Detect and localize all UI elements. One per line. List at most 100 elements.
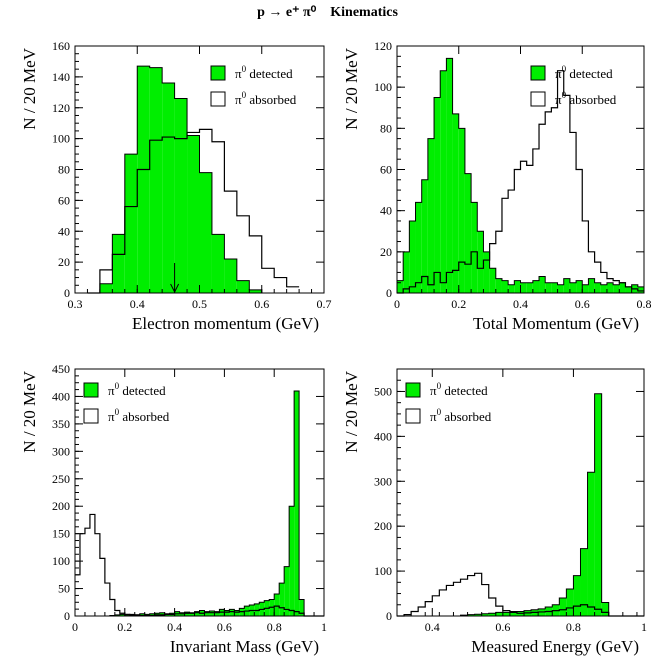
histogram-bar — [114, 614, 120, 616]
histogram-bar — [124, 154, 138, 293]
x-tick-label: 1 — [321, 620, 327, 634]
arrow-head — [170, 283, 180, 294]
histogram-bar — [284, 566, 290, 616]
y-tick-label: 160 — [52, 39, 70, 53]
x-tick-label: 0 — [394, 297, 400, 311]
y-tick-label: 400 — [52, 389, 70, 403]
histogram-bar — [489, 268, 496, 293]
histogram-bar — [606, 282, 614, 293]
histogram-bar — [452, 113, 459, 293]
x-tick-label: 0.4 — [513, 297, 528, 311]
x-tick-label: 0.4 — [425, 620, 440, 634]
series-absorbed — [75, 513, 324, 617]
histogram-bar — [501, 280, 509, 293]
x-axis: 0.4 0.6 0.8 1 — [396, 369, 647, 634]
x-axis: 0 0.2 0.4 0.6 0.8 — [394, 46, 652, 311]
histogram-bar — [588, 278, 595, 293]
histogram-bar — [514, 280, 521, 293]
histogram-bar — [415, 202, 422, 293]
histogram-bar — [446, 58, 453, 293]
histogram-bar — [488, 613, 496, 616]
histogram-bar — [495, 278, 502, 293]
legend-label-detected: π0 detected — [555, 64, 613, 81]
histogram-bar — [403, 251, 410, 293]
histogram-bar — [509, 611, 517, 616]
histogram-bar — [458, 128, 465, 293]
histogram-bar — [520, 282, 527, 293]
x-axis-label: Invariant Mass (GeV) — [170, 637, 319, 656]
panel-2: 0 0.2 0.4 0.6 0.8 0 20 40 60 80 100 120 Total Moment… — [342, 39, 652, 333]
histogram-bar — [299, 599, 305, 616]
legend-label-absorbed: π0 absorbed — [235, 90, 297, 107]
y-tick-label: 60 — [58, 193, 70, 207]
histogram-bar — [112, 234, 125, 293]
histogram-bar — [209, 611, 215, 616]
legend: π0 detected π0 absorbed — [83, 381, 170, 424]
plot-frame — [396, 368, 645, 617]
x-tick-label: 0.8 — [267, 620, 282, 634]
histogram-bar — [211, 234, 225, 293]
x-tick-label: 0.6 — [254, 297, 269, 311]
y-tick-label: 100 — [52, 554, 70, 568]
y-tick-label: 100 — [374, 564, 392, 578]
y-tick-label: 100 — [374, 80, 392, 94]
y-tick-label: 150 — [52, 527, 70, 541]
legend: π0 detected π0 absorbed — [210, 64, 297, 107]
legend-swatch-absorbed — [210, 91, 226, 107]
x-tick-label: 0.8 — [566, 620, 581, 634]
y-tick-label: 0 — [386, 609, 392, 623]
histogram-bar — [421, 179, 428, 293]
y-tick-label: 350 — [52, 417, 70, 431]
histogram-step-line — [397, 70, 644, 294]
histogram-outline — [396, 57, 644, 293]
histogram-bar — [551, 282, 558, 293]
histogram-bar — [224, 610, 230, 616]
y-tick-label: 120 — [52, 101, 70, 115]
histogram-bar — [600, 284, 607, 293]
x-tick-label: 0.6 — [217, 620, 232, 634]
y-tick-label: 60 — [380, 163, 392, 177]
histogram-bar — [214, 611, 220, 616]
y-axis: 0 100 200 300 400 500 — [374, 368, 644, 623]
series-detected — [75, 390, 324, 617]
y-tick-label: 80 — [58, 163, 70, 177]
histogram-bar — [249, 289, 262, 293]
histogram-bar — [204, 611, 210, 616]
histogram-bar — [199, 172, 212, 293]
series-absorbed — [397, 572, 644, 617]
histogram-bar — [566, 589, 574, 616]
y-tick-label: 400 — [374, 429, 392, 443]
y-axis: 0 20 40 60 80 100 120 — [374, 39, 644, 300]
histogram-bar — [580, 548, 588, 616]
x-tick-label: 0.6 — [575, 297, 590, 311]
histogram-bar — [502, 612, 510, 616]
histogram-bar — [434, 97, 441, 293]
panel-4: 0.4 0.6 0.8 1 0 100 200 300 400 500 Measured Energ… — [342, 368, 647, 656]
y-axis-label: N / 20 MeV — [20, 370, 39, 452]
y-axis: 0 20 40 60 80 100 120 140 160 — [52, 39, 324, 300]
histogram-bar — [594, 282, 601, 293]
histogram-bar — [440, 70, 447, 293]
histogram-bar — [162, 83, 175, 293]
histogram-bar — [397, 280, 404, 293]
histogram-outline — [397, 393, 644, 617]
y-tick-label: 450 — [52, 362, 70, 376]
series-detected — [396, 57, 644, 293]
y-tick-label: 40 — [380, 204, 392, 218]
x-axis: 0.3 0.4 0.5 0.6 0.7 — [68, 46, 332, 311]
legend-label-detected: π0 detected — [235, 64, 293, 81]
histogram-step-line — [75, 513, 324, 617]
histogram-bar — [601, 602, 609, 616]
x-axis-label: Electron momentum (GeV) — [132, 314, 319, 333]
x-tick-label: 0.6 — [495, 620, 510, 634]
y-tick-label: 200 — [52, 499, 70, 513]
legend-label-absorbed: π0 absorbed — [430, 407, 492, 424]
y-tick-label: 0 — [386, 286, 392, 300]
histogram-bar — [495, 612, 503, 616]
x-axis-label: Measured Energy (GeV) — [471, 637, 639, 656]
histogram-bar — [637, 286, 644, 293]
histogram-bar — [477, 231, 484, 293]
histogram-bar — [582, 284, 589, 293]
histogram-bar — [236, 280, 250, 293]
